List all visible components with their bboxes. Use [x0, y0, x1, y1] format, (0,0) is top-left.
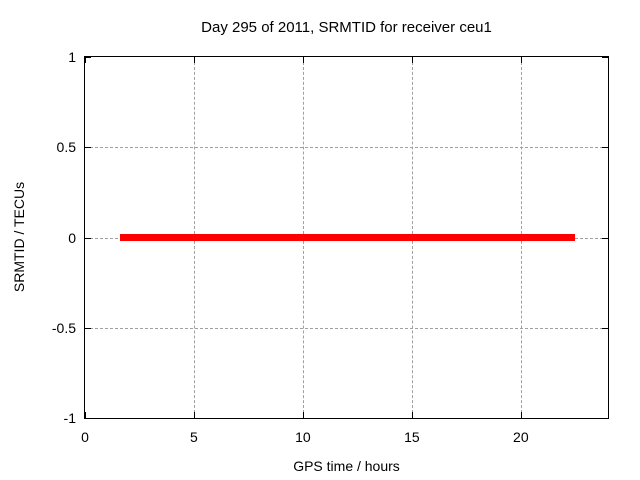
- x-tick-label: 20: [513, 429, 529, 445]
- y-tick-mark-left: [85, 418, 91, 419]
- x-tick-mark-top: [193, 57, 195, 63]
- y-tick-mark-right: [602, 418, 608, 419]
- y-tick-mark-right: [602, 147, 608, 149]
- horizontal-gridline: [85, 147, 608, 149]
- y-tick-mark-left: [85, 327, 91, 329]
- chart-title: Day 295 of 2011, SRMTID for receiver ceu…: [201, 19, 492, 36]
- y-tick-label: 0.5: [56, 139, 76, 156]
- y-tick-label: -0.5: [51, 319, 76, 336]
- x-tick-label: 10: [295, 429, 311, 445]
- x-tick-mark-bottom: [85, 412, 86, 418]
- x-tick-mark-bottom: [411, 412, 413, 418]
- y-tick-mark-right: [602, 57, 608, 58]
- y-tick-label: 1: [68, 49, 76, 65]
- y-tick-mark-left: [85, 57, 91, 58]
- x-tick-mark-bottom: [193, 412, 195, 418]
- y-tick-mark-left: [85, 237, 91, 239]
- x-tick-mark-bottom: [302, 412, 304, 418]
- x-tick-mark-bottom: [520, 412, 522, 418]
- x-tick-mark-top: [302, 57, 304, 63]
- y-tick-label: 0: [68, 229, 76, 246]
- x-tick-mark-top: [520, 57, 522, 63]
- x-tick-label: 5: [190, 429, 198, 445]
- x-tick-label: 15: [404, 429, 420, 445]
- y-tick-mark-right: [602, 237, 608, 239]
- x-axis-label: GPS time / hours: [293, 458, 400, 474]
- srmtid-series-line: [119, 234, 576, 241]
- x-tick-label: 0: [81, 429, 89, 445]
- x-tick-mark-top: [85, 57, 86, 63]
- y-tick-mark-left: [85, 147, 91, 149]
- horizontal-gridline: [85, 327, 608, 329]
- y-tick-label: -1: [63, 410, 76, 426]
- x-tick-mark-top: [411, 57, 413, 63]
- y-tick-mark-right: [602, 327, 608, 329]
- plot-area: [84, 56, 609, 419]
